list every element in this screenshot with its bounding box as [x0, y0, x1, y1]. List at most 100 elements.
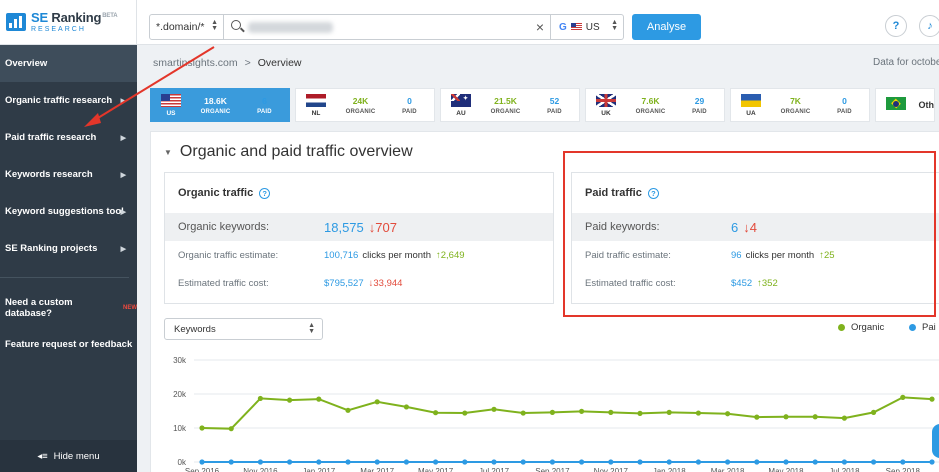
data-point-paid[interactable] [812, 459, 818, 465]
section-title[interactable]: ▼ Organic and paid traffic overview [164, 143, 413, 160]
data-point-paid[interactable] [433, 459, 439, 465]
notification-icon[interactable]: ♪ [919, 15, 939, 37]
chart-metric-select[interactable]: Keywords ▲ ▼ [164, 318, 323, 340]
data-point-paid[interactable] [287, 459, 293, 465]
data-point-organic[interactable] [549, 409, 555, 415]
country-paid: 52 PAID [547, 95, 562, 115]
search-input[interactable]: × [224, 14, 551, 40]
sidebar-item-overview[interactable]: Overview [0, 45, 137, 82]
organic-cost-row: Estimated traffic cost: $795,527 ↓33,944 [178, 277, 403, 289]
hide-menu-button[interactable]: ◂≡ Hide menu [0, 440, 137, 472]
help-icon[interactable]: ? [885, 15, 907, 37]
country-tab-ua[interactable]: UA 7K ORGANIC 0 PAID [730, 88, 870, 122]
data-point-paid[interactable] [199, 459, 205, 465]
x-tick-label: Sep 2016 [185, 467, 220, 472]
data-point-paid[interactable] [783, 459, 789, 465]
paid-keywords-value[interactable]: 6 [731, 219, 739, 235]
data-point-paid[interactable] [257, 459, 263, 465]
data-point-paid[interactable] [608, 459, 614, 465]
paid-cost-value[interactable]: $452 [731, 277, 753, 289]
data-point-paid[interactable] [695, 459, 702, 465]
data-point-organic[interactable] [783, 414, 789, 420]
collapse-triangle-icon[interactable]: ▼ [164, 147, 172, 157]
data-point-organic[interactable] [608, 409, 614, 415]
data-point-organic[interactable] [812, 414, 818, 420]
data-point-paid[interactable] [579, 459, 585, 465]
sidebar-item-keyword-suggestions-tool[interactable]: Keyword suggestions tool ▶ [5, 206, 126, 217]
sidebar-item-se-ranking-projects[interactable]: SE Ranking projects ▶ [5, 243, 126, 254]
data-point-paid[interactable] [725, 459, 731, 465]
legend-paid[interactable]: Pai [909, 322, 936, 333]
data-point-organic[interactable] [754, 414, 760, 420]
data-point-organic[interactable] [228, 426, 234, 432]
data-point-organic[interactable] [520, 410, 526, 416]
data-point-paid[interactable] [841, 459, 848, 465]
question-icon[interactable]: ? [259, 187, 271, 199]
organic-traffic-row: Organic traffic estimate: 100,716 clicks… [178, 249, 465, 261]
custom-database-link[interactable]: Need a custom database? NEW [5, 297, 137, 319]
data-point-paid[interactable] [403, 459, 409, 465]
data-point-organic[interactable] [316, 396, 322, 402]
data-point-paid[interactable] [929, 459, 935, 465]
data-point-paid[interactable] [637, 459, 643, 465]
data-point-organic[interactable] [871, 409, 877, 415]
paid-traffic-value[interactable]: 96 [731, 249, 742, 261]
data-date-label: Data for octobe [873, 57, 939, 68]
data-point-paid[interactable] [228, 459, 234, 465]
sidebar: SE RankingBETA RESEARCH Overview Organic … [0, 0, 137, 472]
logo[interactable]: SE RankingBETA RESEARCH [0, 0, 137, 45]
breadcrumb-root[interactable]: smartinsights.com [153, 57, 238, 69]
sidebar-item-keywords-research[interactable]: Keywords research ▶ [5, 169, 126, 180]
data-point-organic[interactable] [929, 396, 935, 402]
data-point-paid[interactable] [491, 459, 497, 465]
data-point-organic[interactable] [900, 394, 906, 400]
country-tab-us[interactable]: US 18.6K ORGANIC 6 PAID [150, 88, 290, 122]
data-point-paid[interactable] [374, 459, 380, 465]
clear-icon[interactable]: × [535, 19, 544, 35]
data-point-organic[interactable] [403, 404, 409, 410]
organic-cost-value[interactable]: $795,527 [324, 277, 364, 289]
data-point-organic[interactable] [462, 410, 468, 416]
x-tick-label: Nov 2017 [594, 467, 629, 472]
data-point-paid[interactable] [666, 459, 672, 465]
data-point-organic[interactable] [345, 407, 351, 413]
analyse-button[interactable]: Analyse [632, 14, 701, 40]
paid-dot-icon [909, 324, 916, 331]
sidebar-item-organic-traffic-research[interactable]: Organic traffic research ▶ [5, 95, 126, 106]
data-point-organic[interactable] [579, 408, 585, 414]
country-tab-other[interactable]: Oth [875, 88, 935, 122]
legend-organic[interactable]: Organic [838, 322, 884, 333]
data-point-organic[interactable] [433, 410, 439, 416]
data-point-paid[interactable] [462, 459, 468, 465]
data-point-paid[interactable] [900, 459, 906, 465]
data-point-organic[interactable] [637, 410, 643, 416]
country-tab-nl[interactable]: NL 24K ORGANIC 0 PAID [295, 88, 435, 122]
chevron-right-icon: ▶ [120, 171, 126, 179]
question-icon[interactable]: ? [647, 187, 659, 199]
data-point-paid[interactable] [549, 459, 555, 465]
sidebar-item-paid-traffic-research[interactable]: Paid traffic research ▶ [5, 132, 126, 143]
data-point-organic[interactable] [199, 425, 205, 431]
data-point-organic[interactable] [695, 410, 702, 416]
region-select[interactable]: G US ▲ ▼ [551, 14, 624, 40]
data-point-organic[interactable] [491, 406, 497, 412]
country-tab-uk[interactable]: UK 7.6K ORGANIC 29 PAID [585, 88, 725, 122]
data-point-paid[interactable] [316, 459, 322, 465]
feature-request-link[interactable]: Feature request or feedback [5, 338, 133, 350]
data-point-organic[interactable] [725, 411, 731, 417]
organic-traffic-value[interactable]: 100,716 [324, 249, 359, 261]
data-point-organic[interactable] [841, 415, 848, 421]
data-point-paid[interactable] [754, 459, 760, 465]
data-point-organic[interactable] [374, 399, 380, 405]
organic-keywords-value[interactable]: 18,575 [324, 219, 364, 235]
data-point-paid[interactable] [520, 459, 526, 465]
data-point-paid[interactable] [871, 459, 877, 465]
data-point-paid[interactable] [345, 459, 351, 465]
flag-nl-icon [306, 93, 326, 107]
domain-mode-select[interactable]: *.domain/* ▲ ▼ [149, 14, 224, 40]
data-point-organic[interactable] [287, 397, 293, 403]
data-point-organic[interactable] [257, 395, 263, 402]
floating-action-button[interactable] [932, 424, 939, 458]
data-point-organic[interactable] [666, 409, 672, 415]
